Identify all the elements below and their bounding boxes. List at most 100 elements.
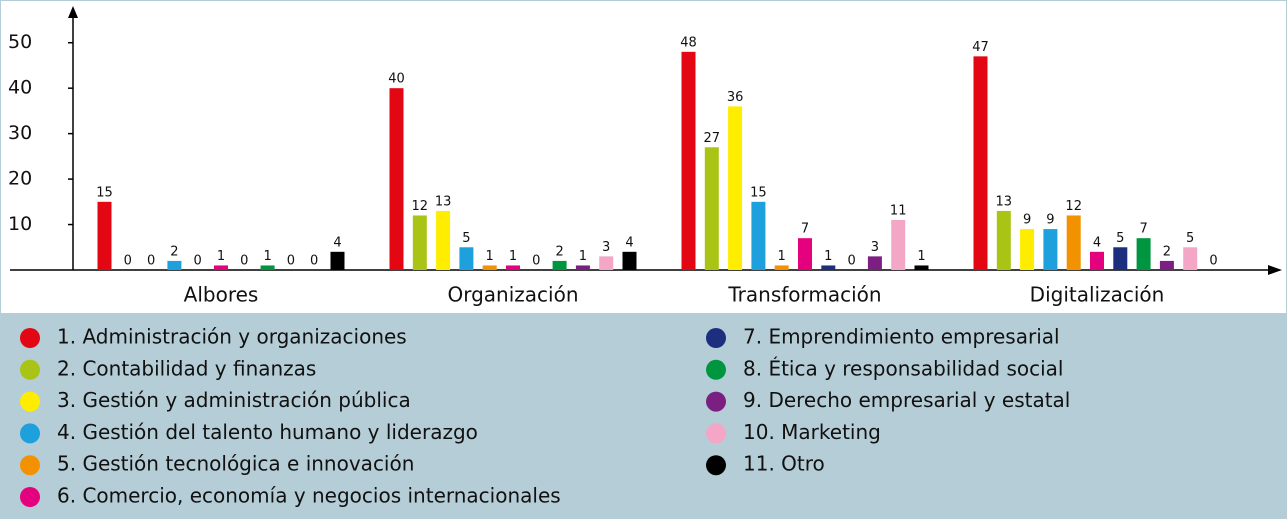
legend-marker: [706, 359, 726, 380]
bar: [1090, 251, 1104, 270]
bar: [798, 238, 812, 270]
value-label: 48: [680, 35, 697, 50]
value-label: 15: [750, 185, 767, 200]
bar: [506, 265, 520, 270]
value-label: 3: [871, 240, 879, 255]
value-label: 3: [602, 240, 610, 255]
bar: [1113, 247, 1128, 270]
value-label: 13: [996, 194, 1013, 209]
bar: [167, 260, 182, 270]
legend-background: [0, 313, 1287, 519]
value-label: 0: [287, 254, 295, 269]
value-label: 0: [147, 254, 155, 269]
bar: [867, 256, 882, 270]
value-label: 12: [412, 199, 429, 214]
value-label: 0: [532, 254, 540, 269]
legend-marker: [20, 487, 40, 507]
bar: [1183, 247, 1198, 270]
legend-marker: [20, 391, 40, 412]
bar: [622, 251, 637, 270]
bar: [260, 265, 275, 270]
bar: [728, 106, 743, 270]
legend-label: 1. Administración y organizaciones: [57, 325, 407, 349]
value-label: 0: [847, 254, 855, 269]
y-tick-label: 20: [8, 168, 32, 190]
value-label: 1: [824, 249, 832, 264]
value-label: 1: [486, 249, 494, 264]
bar: [412, 215, 427, 270]
value-label: 9: [1046, 213, 1054, 228]
value-label: 1: [509, 249, 517, 264]
value-label: 4: [1093, 235, 1101, 250]
value-label: 2: [170, 244, 178, 259]
value-label: 2: [555, 244, 563, 259]
value-label: 5: [1186, 231, 1194, 246]
bar: [330, 251, 345, 270]
legend-marker: [706, 455, 726, 476]
value-label: 1: [778, 249, 786, 264]
bar: [996, 210, 1011, 270]
legend-marker: [20, 423, 40, 444]
value-label: 11: [890, 204, 907, 219]
legend-label: 5. Gestión tecnológica e innovación: [57, 452, 414, 476]
legend-label: 8. Ética y responsabilidad social: [743, 356, 1063, 380]
legend-marker: [20, 359, 40, 380]
bar: [552, 260, 567, 270]
y-axis-arrow: [68, 6, 78, 18]
legend-label: 7. Emprendimiento empresarial: [743, 325, 1060, 349]
value-label: 7: [1139, 222, 1147, 237]
bar: [482, 265, 497, 270]
bar: [389, 88, 404, 270]
value-label: 1: [579, 249, 587, 264]
bar: [704, 147, 719, 270]
value-label: 15: [96, 185, 113, 200]
bar: [436, 210, 451, 270]
value-label: 7: [801, 222, 809, 237]
bar: [1066, 215, 1081, 270]
legend-marker: [20, 455, 40, 476]
value-label: 1: [217, 249, 225, 264]
value-label: 2: [1163, 244, 1171, 259]
x-tick-label: Albores: [184, 283, 259, 307]
legend-label: 4. Gestión del talento humano y liderazg…: [57, 420, 478, 444]
bar: [821, 265, 836, 270]
legend-label: 2. Contabilidad y finanzas: [57, 356, 316, 380]
legend-label: 9. Derecho empresarial y estatal: [743, 388, 1070, 412]
legend-label: 6. Comercio, economía y negocios interna…: [57, 484, 561, 508]
bar: [575, 265, 590, 270]
value-label: 27: [704, 131, 721, 146]
value-label: 40: [388, 72, 405, 87]
bar: [973, 56, 988, 271]
bar: [914, 265, 929, 270]
y-tick-label: 40: [8, 77, 32, 99]
x-tick-label: Digitalización: [1030, 283, 1165, 307]
bar: [214, 265, 228, 270]
legend-marker: [706, 328, 726, 348]
bar: [459, 247, 474, 270]
bar: [1043, 229, 1058, 270]
bar: [681, 51, 696, 271]
value-label: 1: [917, 249, 925, 264]
value-label: 5: [462, 231, 470, 246]
bar: [1136, 238, 1151, 270]
value-label: 4: [333, 235, 341, 250]
bar: [1159, 260, 1174, 270]
x-tick-label: Organización: [447, 283, 578, 307]
legend-marker: [706, 391, 726, 412]
value-label: 4: [625, 235, 633, 250]
value-label: 0: [124, 254, 132, 269]
bar: [774, 265, 789, 270]
value-label: 0: [240, 254, 248, 269]
legend-label: 3. Gestión y administración pública: [57, 388, 411, 412]
value-label: 36: [727, 90, 744, 105]
bar: [1020, 229, 1035, 270]
x-tick-label: Transformación: [727, 283, 881, 307]
legend-label: 11. Otro: [743, 452, 825, 476]
y-tick-label: 50: [8, 31, 32, 53]
value-label: 0: [310, 254, 318, 269]
bar: [891, 220, 906, 270]
legend-marker: [20, 328, 40, 348]
bar: [751, 201, 766, 270]
value-label: 13: [435, 194, 452, 209]
